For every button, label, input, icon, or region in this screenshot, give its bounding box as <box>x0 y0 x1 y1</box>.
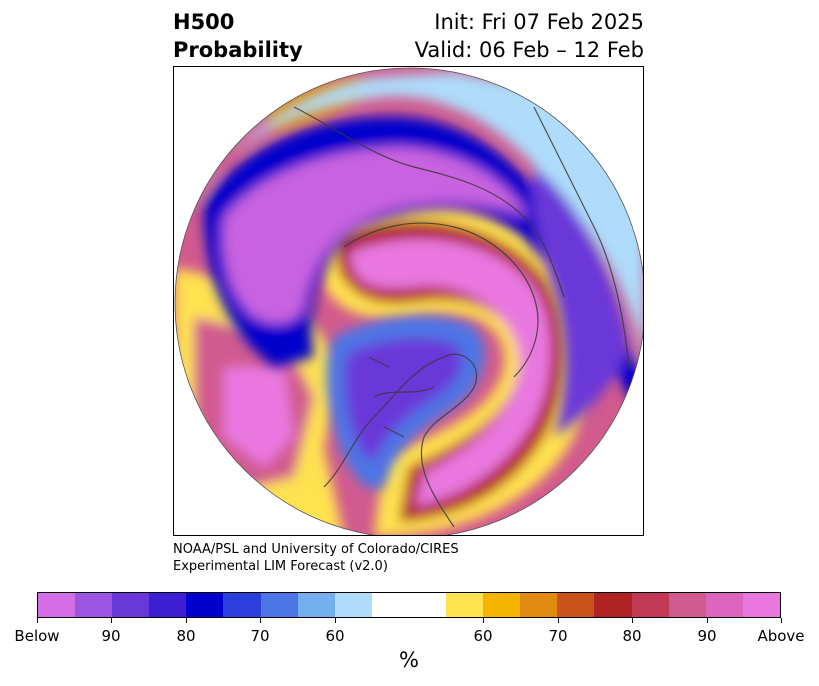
coastline-eurasia <box>293 106 565 298</box>
colorbar-segment <box>520 593 558 617</box>
below-anomaly-north-america-core <box>344 337 463 462</box>
coastline-arctic <box>343 222 539 378</box>
colorbar-tick-label: 60 <box>473 627 493 645</box>
colorbar-tick <box>632 618 633 623</box>
below-anomaly-outer-ring <box>194 72 643 367</box>
colorbar-tick-label: Below <box>14 627 60 645</box>
colorbar-segment <box>223 593 261 617</box>
colorbar-segment <box>742 593 780 617</box>
probability-field <box>175 68 643 535</box>
colorbar-tick-label: Above <box>757 627 805 645</box>
coastline-europe <box>533 106 630 368</box>
colorbar-tick-label: 90 <box>697 627 717 645</box>
init-date: Init: Fri 07 Feb 2025 <box>434 10 644 34</box>
map-product: Probability <box>173 38 303 62</box>
above-anomaly-arctic-core <box>349 238 551 508</box>
colorbar-tick-label: 60 <box>325 627 345 645</box>
colorbar-segment <box>446 593 484 617</box>
colorbar-tick-label: 70 <box>548 627 568 645</box>
colorbar-segment <box>112 593 150 617</box>
polar-projection-map <box>174 67 643 535</box>
colorbar-segment <box>594 593 632 617</box>
colorbar-tick <box>483 618 484 623</box>
colorbar-segment <box>371 593 447 617</box>
coastline-detail <box>368 356 435 438</box>
colorbar-segment <box>149 593 187 617</box>
colorbar-segment <box>668 593 706 617</box>
colorbar-segment <box>483 593 521 617</box>
colorbar-segment <box>334 593 372 617</box>
colorbar-tick <box>707 618 708 623</box>
colorbar-tick <box>186 618 187 623</box>
above-anomaly-pacific-core <box>224 367 294 467</box>
colorbar-segment <box>75 593 113 617</box>
below-anomaly-pacific-core <box>222 147 529 324</box>
colorbar-unit: % <box>399 648 419 672</box>
credit-text: NOAA/PSL and University of Colorado/CIRE… <box>173 541 459 575</box>
colorbar-segment <box>38 593 76 617</box>
colorbar-segment <box>631 593 669 617</box>
colorbar <box>37 592 781 618</box>
map-variable: H500 <box>173 10 235 34</box>
valid-range: Valid: 06 Feb – 12 Feb <box>414 38 644 62</box>
colorbar-tick <box>558 618 559 623</box>
coastlines <box>293 106 630 528</box>
title-block-right: Init: Fri 07 Feb 2025 Valid: 06 Feb – 12… <box>415 8 644 64</box>
below-normal-region <box>194 72 643 489</box>
colorbar-segment <box>297 593 335 617</box>
colorbar-segment <box>557 593 595 617</box>
colorbar-tick <box>37 618 38 623</box>
colorbar-tick <box>111 618 112 623</box>
credit-line-1: NOAA/PSL and University of Colorado/CIRE… <box>173 542 459 557</box>
colorbar-tick <box>260 618 261 623</box>
below-anomaly-atlantic-europe <box>532 167 629 437</box>
colorbar-segment <box>260 593 298 617</box>
colorbar-tick-label: 80 <box>622 627 642 645</box>
colorbar-tick-label: 90 <box>101 627 121 645</box>
title-block-left: H500 Probability <box>173 8 303 64</box>
colorbar-segment <box>186 593 224 617</box>
colorbar-tick-label: 70 <box>250 627 270 645</box>
credit-line-2: Experimental LIM Forecast (v2.0) <box>173 559 388 574</box>
colorbar-tick <box>335 618 336 623</box>
colorbar-tick-label: 80 <box>176 627 196 645</box>
probability-map <box>173 66 644 536</box>
colorbar-segment <box>705 593 743 617</box>
globe-outline <box>174 67 643 535</box>
colorbar-tick <box>781 618 782 623</box>
coastline-north-america <box>323 353 478 528</box>
